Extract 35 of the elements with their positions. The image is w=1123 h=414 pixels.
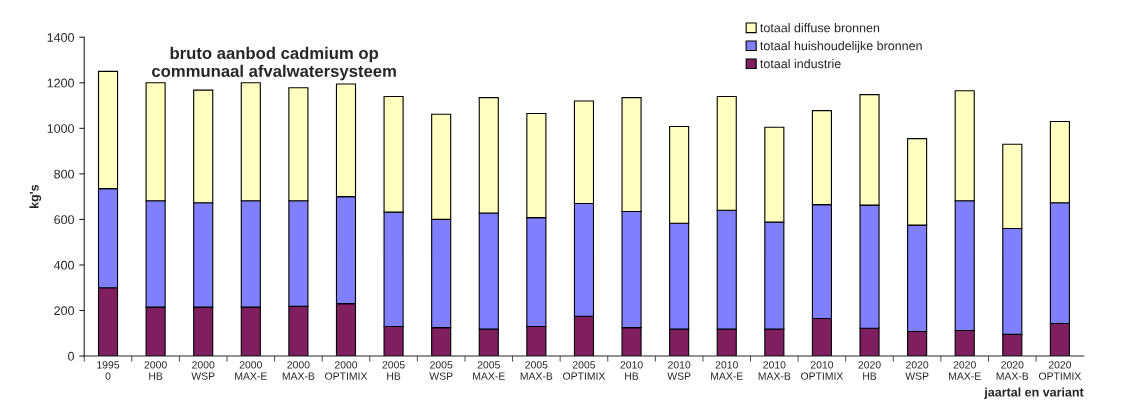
y-tick-label: 1400: [47, 33, 75, 42]
x-tick-label: 2020 HB: [858, 361, 881, 380]
y-axis-title: kg's: [29, 184, 42, 209]
legend-label: totaal huishoudelijke bronnen: [760, 41, 922, 53]
x-tick-label: 1995 0: [97, 361, 120, 380]
y-tick-label: 200: [54, 306, 75, 316]
y-tick-label: 600: [54, 215, 75, 225]
x-tick-label: 2005 HB: [382, 361, 405, 380]
x-tick-label: 2020 WSP: [905, 361, 929, 380]
text: bruto aanbod cadmium op communaal afvalwatersysteem: [152, 46, 396, 81]
y-tick-label: 400: [53, 260, 75, 270]
x-tick-label: 2000 OPTIMIX: [325, 361, 368, 380]
x-tick-label: 2005 MAX-E: [473, 361, 505, 380]
x-tick-label: 2005 OPTIMIX: [563, 361, 606, 380]
y-tick-label: 800: [54, 169, 75, 179]
x-tick-label: 2005 WSP: [429, 361, 453, 380]
x-tick-label: 2000 WSP: [191, 361, 215, 380]
x-tick-label: 2020 MAX-E: [949, 361, 981, 380]
y-tick-label: 0: [68, 351, 75, 361]
y-tick-label: 1000: [47, 124, 75, 133]
x-tick-label: 2020 MAX-B: [996, 361, 1029, 380]
x-tick-label: 2010 MAX-B: [758, 361, 791, 380]
x-tick-label: 2000 MAX-B: [282, 361, 315, 380]
x-tick-label: 2000 HB: [144, 361, 167, 380]
x-tick-label: 2010 WSP: [667, 361, 691, 380]
legend-label: totaal industrie: [760, 59, 841, 69]
x-tick-label: 2010 OPTIMIX: [801, 361, 844, 380]
x-tick-label: 2010 MAX-E: [711, 361, 743, 380]
y-tick-label: 1200: [47, 78, 75, 88]
x-tick-label: 2000 MAX-E: [235, 361, 267, 380]
x-tick-label: 2010 HB: [620, 361, 643, 380]
x-tick-label: 2020 OPTIMIX: [1038, 361, 1082, 380]
x-axis-title: jaartal en variant: [984, 387, 1084, 400]
legend-label: totaal diffuse bronnen: [760, 23, 880, 33]
x-tick-label: 2005 MAX-B: [520, 361, 553, 380]
